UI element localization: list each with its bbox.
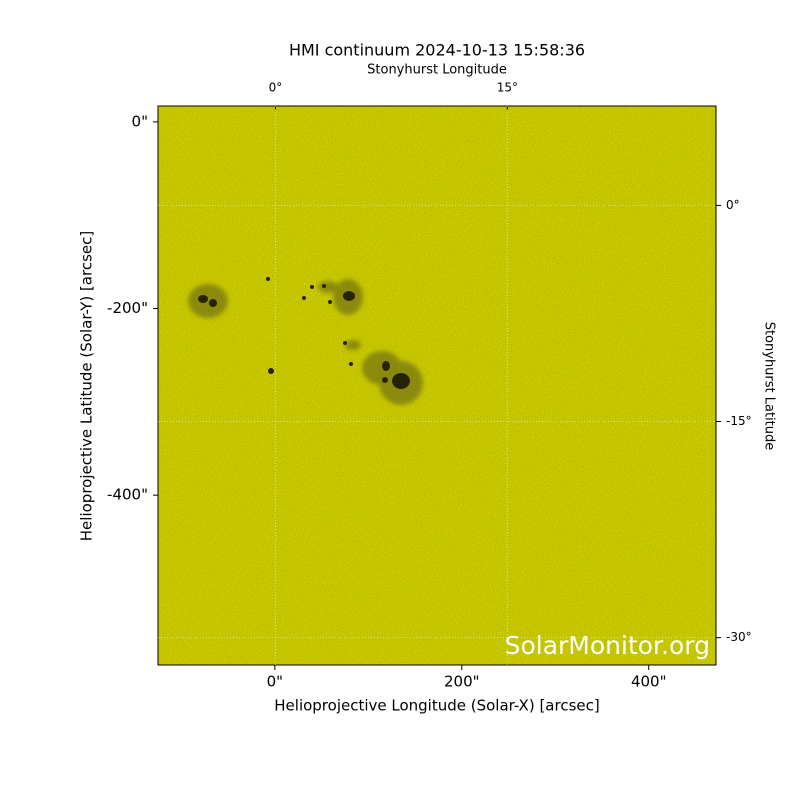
sunspots: [188, 277, 423, 405]
y-tick-label: -400": [107, 486, 148, 504]
x2-tick-label: 15°: [497, 81, 518, 95]
x2-axis-label: Stonyhurst Longitude: [367, 63, 507, 78]
x-tick-label: 200": [444, 673, 480, 691]
y2-tick-label: 0°: [726, 198, 740, 212]
x2-tick-label: 0°: [269, 81, 283, 95]
chart-title: HMI continuum 2024-10-13 15:58:36: [289, 41, 585, 60]
x-tick-label: 400": [631, 673, 667, 691]
y-tick-label: -200": [107, 299, 148, 317]
y2-tick-label: -15°: [726, 414, 752, 428]
y-tick-label: 0": [132, 112, 148, 130]
x-tick-label: 0": [267, 673, 283, 691]
plot-frame: [157, 105, 717, 666]
solar-image: [158, 106, 716, 665]
y-axis-label: Helioprojective Latitude (Solar-Y) [arcs…: [78, 231, 96, 541]
y2-axis-label: Stonyhurst Latitude: [762, 322, 777, 451]
image-noise: [158, 106, 716, 665]
x-axis-label: Helioprojective Longitude (Solar-X) [arc…: [274, 697, 599, 715]
y2-tick-label: -30°: [726, 630, 752, 644]
watermark: SolarMonitor.org: [505, 631, 710, 660]
